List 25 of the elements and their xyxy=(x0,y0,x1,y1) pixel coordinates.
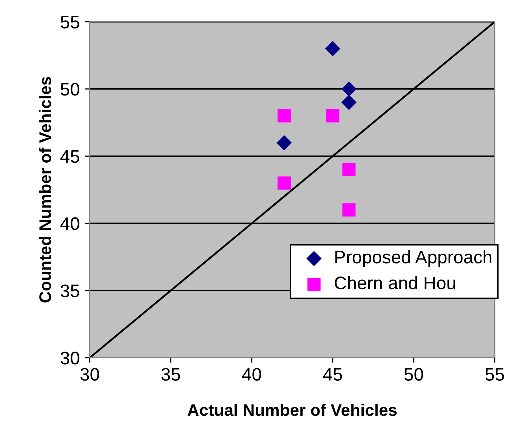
legend-label: Proposed Approach xyxy=(336,250,492,268)
point xyxy=(278,109,291,123)
x-axis-title: Actual Number of Vehicles xyxy=(188,404,397,416)
point xyxy=(342,163,356,176)
x-tick-label: 45 xyxy=(323,368,342,381)
x-tick-label: 55 xyxy=(486,368,504,381)
point xyxy=(278,176,291,190)
x-tick-label: 30 xyxy=(80,368,100,381)
y-tick-label: 50 xyxy=(60,83,80,96)
y-tick-label: 30 xyxy=(60,352,80,365)
point xyxy=(342,82,357,97)
y-tick-label: 45 xyxy=(60,150,80,164)
y-tick-label: 55 xyxy=(60,16,80,29)
x-tick-label: 50 xyxy=(404,368,424,381)
y-tick-label: 35 xyxy=(60,284,80,298)
point xyxy=(342,95,357,110)
y-axis-title: Counted Number of Vehicles xyxy=(39,77,52,303)
point xyxy=(276,135,292,151)
point xyxy=(325,41,341,56)
point xyxy=(326,109,340,123)
x-tick-label: 35 xyxy=(162,368,180,381)
legend-label: Chern and Hou xyxy=(335,276,456,290)
x-tick-label: 40 xyxy=(242,368,262,381)
point xyxy=(342,204,356,217)
y-tick-label: 40 xyxy=(60,218,80,230)
